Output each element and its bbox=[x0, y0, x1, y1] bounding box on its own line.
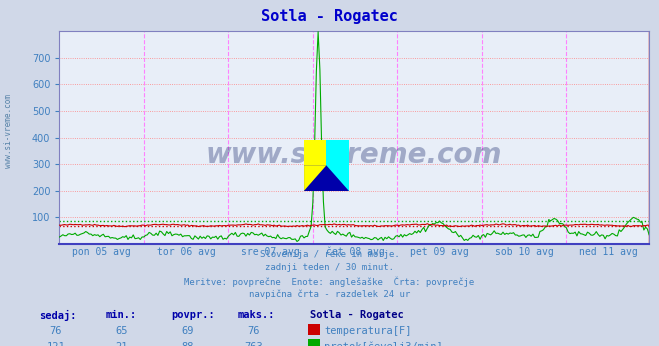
Bar bbox=[304, 165, 349, 191]
Bar bbox=[326, 140, 349, 165]
Text: temperatura[F]: temperatura[F] bbox=[324, 326, 412, 336]
Text: povpr.:: povpr.: bbox=[171, 310, 215, 320]
Text: www.si-vreme.com: www.si-vreme.com bbox=[4, 94, 13, 169]
Text: 21: 21 bbox=[116, 342, 128, 346]
Polygon shape bbox=[326, 165, 349, 191]
Polygon shape bbox=[304, 165, 326, 191]
Text: maks.:: maks.: bbox=[237, 310, 275, 320]
Text: 76: 76 bbox=[248, 326, 260, 336]
Text: Slovenija / reke in morje.: Slovenija / reke in morje. bbox=[260, 250, 399, 259]
Text: 88: 88 bbox=[182, 342, 194, 346]
Text: min.:: min.: bbox=[105, 310, 136, 320]
Text: Sotla - Rogatec: Sotla - Rogatec bbox=[310, 310, 403, 320]
Text: 69: 69 bbox=[182, 326, 194, 336]
Text: sedaj:: sedaj: bbox=[40, 310, 77, 321]
Text: pretok[čevelj3/min]: pretok[čevelj3/min] bbox=[324, 342, 443, 346]
Text: 76: 76 bbox=[50, 326, 62, 336]
Text: Meritve: povprečne  Enote: anglešaške  Črta: povprečje: Meritve: povprečne Enote: anglešaške Črt… bbox=[185, 276, 474, 286]
Text: 763: 763 bbox=[244, 342, 263, 346]
Bar bbox=[304, 140, 326, 165]
Text: zadnji teden / 30 minut.: zadnji teden / 30 minut. bbox=[265, 263, 394, 272]
Text: 121: 121 bbox=[47, 342, 65, 346]
Text: www.si-vreme.com: www.si-vreme.com bbox=[206, 140, 502, 169]
Text: 65: 65 bbox=[116, 326, 128, 336]
Text: Sotla - Rogatec: Sotla - Rogatec bbox=[261, 9, 398, 24]
Text: navpična črta - razdelek 24 ur: navpična črta - razdelek 24 ur bbox=[249, 289, 410, 299]
